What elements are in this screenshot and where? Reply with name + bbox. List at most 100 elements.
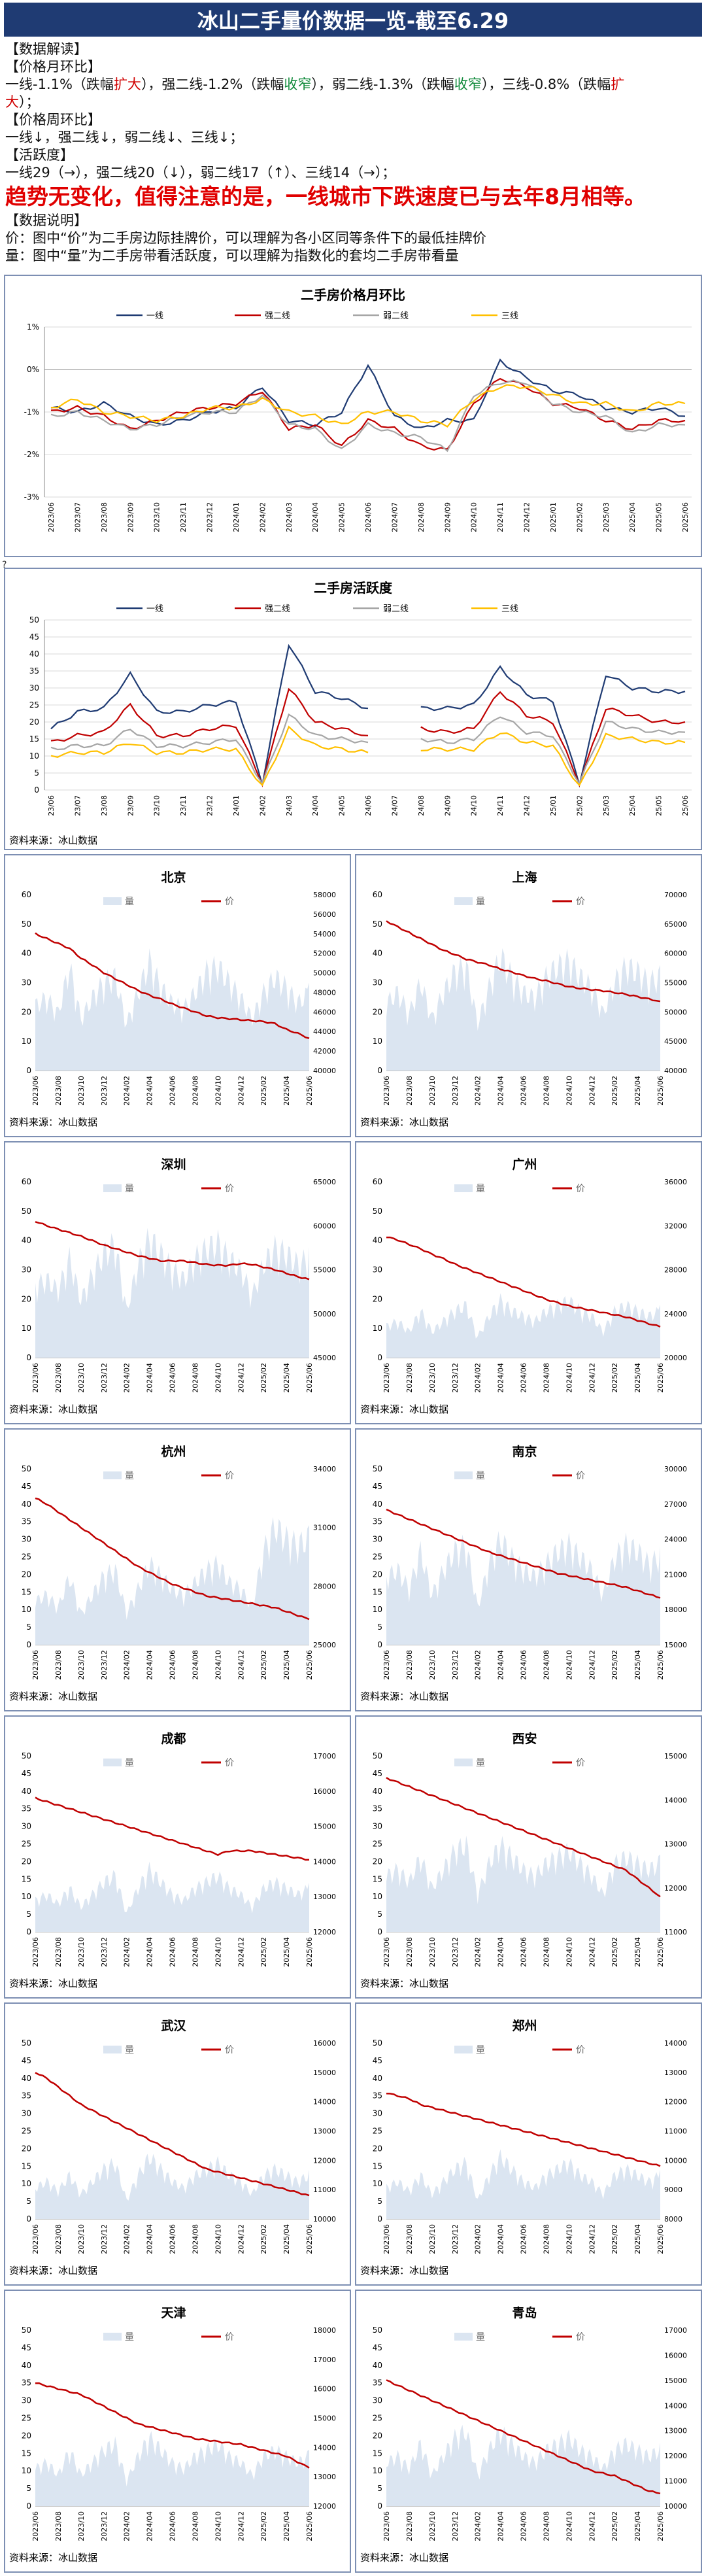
x-tick-label: 23/10 [153, 795, 161, 816]
x-tick-label: 2023/08 [405, 1650, 414, 1680]
y-tick-label: 25 [29, 700, 39, 710]
legend-volume-swatch [103, 1471, 122, 1479]
y1-tick-label: 20 [22, 1570, 31, 1579]
x-tick-label: 2024/06 [169, 2511, 177, 2541]
price-mom-weak2-tag: 收窄 [454, 77, 482, 92]
y1-tick-label: 45 [373, 2056, 382, 2065]
y1-tick-label: 20 [22, 1857, 31, 1866]
x-tick-label: 2024/10 [565, 1650, 573, 1680]
y1-tick-label: 50 [373, 1207, 382, 1216]
y1-tick-label: 50 [22, 1751, 31, 1760]
y2-tick-label: 45000 [664, 1037, 687, 1046]
x-tick-label: 2024/08 [542, 1363, 550, 1393]
y1-tick-label: 30 [22, 1822, 31, 1831]
x-tick-label: 2024/10 [214, 1076, 222, 1106]
y1-tick-label: 5 [377, 1623, 382, 1632]
y2-tick-label: 15000 [664, 1752, 687, 1760]
x-tick-label: 2024/04 [146, 1937, 154, 1967]
y2-tick-label: 60000 [313, 1222, 336, 1230]
x-tick-label: 2025/02 [611, 2224, 619, 2254]
x-tick-label: 2025/06 [305, 1650, 314, 1680]
x-tick-label: 2024/06 [520, 1076, 528, 1106]
y1-tick-label: 50 [373, 919, 382, 929]
y1-tick-label: 50 [373, 1464, 382, 1473]
y2-tick-label: 15000 [313, 2414, 336, 2423]
x-tick-label: 2024/02 [474, 2511, 482, 2541]
y1-tick-label: 0 [377, 1640, 382, 1649]
city-panel-qingdao: 青岛量 价 0 5 10 15 20 25 30 35 40 45 50 10000 11000 12000 1… [355, 2290, 702, 2573]
x-tick-label: 2025/04 [633, 1076, 642, 1106]
x-tick-label: 2024/06 [520, 2224, 528, 2254]
x-tick-label: 23/06 [47, 795, 56, 816]
legend-label: 弱二线 [383, 311, 409, 321]
x-tick-label: 2023/08 [54, 2511, 63, 2541]
x-tick-label: 2023/12 [100, 2511, 109, 2541]
x-tick-label: 2023/12 [451, 1076, 460, 1106]
y2-tick-label: 8000 [664, 2215, 682, 2224]
y1-tick-label: 15 [22, 2161, 31, 2171]
y1-tick-label: 50 [22, 2326, 31, 2335]
y2-tick-label: 14000 [313, 2098, 336, 2106]
y1-tick-label: 20 [373, 1857, 382, 1866]
x-tick-label: 2025/06 [656, 1076, 665, 1106]
y1-tick-label: 30 [373, 1265, 382, 1275]
x-tick-label: 2023/08 [405, 1076, 414, 1106]
x-tick-label: 24/03 [285, 795, 294, 816]
x-tick-label: 2023/06 [382, 2511, 391, 2541]
y2-tick-label: 50000 [664, 1008, 687, 1016]
y1-tick-label: 15 [373, 1587, 382, 1596]
x-tick-label: 2023/08 [54, 1650, 63, 1680]
legend-volume-swatch [454, 897, 473, 905]
volume-area [35, 1228, 309, 1358]
source-label: 资料来源：冰山数据 [360, 2265, 448, 2276]
x-tick-label: 2024/10 [214, 1937, 222, 1967]
y1-tick-label: 20 [373, 2431, 382, 2440]
x-tick-label: 2025/02 [260, 2224, 268, 2254]
x-tick-label: 2023/10 [77, 2511, 86, 2541]
y1-tick-label: 25 [373, 1553, 382, 1562]
y1-tick-label: 10 [22, 1605, 31, 1614]
y-tick-label: 45 [29, 632, 39, 642]
legend-price-label: 价 [225, 1184, 234, 1194]
x-tick-label: 2024/06 [520, 2511, 528, 2541]
x-tick-label: 24/05 [338, 795, 346, 816]
y2-tick-label: 10000 [313, 2215, 336, 2224]
y1-tick-label: 25 [373, 2414, 382, 2423]
legend-volume-label: 量 [476, 2045, 485, 2055]
y2-tick-label: 21000 [664, 1570, 687, 1579]
x-tick-label: 2024/05 [338, 502, 346, 532]
chart-svg: 西安量 价 0 5 10 15 20 25 30 35 40 45 50 11000 12000 13000 1… [360, 1731, 687, 1989]
x-tick-label: 2025/02 [260, 2511, 268, 2541]
y1-tick-label: 20 [22, 1294, 31, 1303]
y2-tick-label: 55000 [664, 979, 687, 987]
y1-tick-label: 40 [373, 2074, 382, 2083]
volume-area [386, 2149, 660, 2219]
price-mom-strong2: ），强二线-1.2%（跌幅 [141, 77, 284, 92]
y2-tick-label: 50000 [313, 1310, 336, 1318]
chart-svg: 广州量 价 0 10 20 30 40 50 60 20000 24000 28000 32000 360… [360, 1157, 687, 1415]
source-label: 资料来源：冰山数据 [9, 2552, 97, 2564]
y2-tick-label: 17000 [313, 1752, 336, 1760]
x-tick-label: 2025/04 [633, 1650, 642, 1680]
y2-tick-label: 12000 [664, 2452, 687, 2460]
y1-tick-label: 40 [373, 2361, 382, 2370]
source-label: 资料来源：冰山数据 [360, 1403, 448, 1415]
y1-tick-label: 5 [377, 2484, 382, 2493]
y1-tick-label: 30 [373, 2396, 382, 2405]
y2-tick-label: 11000 [664, 1928, 687, 1936]
x-tick-label: 2023/12 [100, 1650, 109, 1680]
x-tick-label: 2025/02 [611, 2511, 619, 2541]
legend-volume-label: 量 [476, 1471, 485, 1481]
legend-price-label: 价 [576, 897, 585, 907]
legend-volume-swatch [103, 2046, 122, 2053]
y2-tick-label: 16000 [313, 2385, 336, 2394]
y2-tick-label: 13000 [664, 2069, 687, 2077]
x-tick-label: 2024/12 [237, 1363, 245, 1393]
y2-tick-label: 16000 [313, 1787, 336, 1796]
legend-volume-swatch [454, 1759, 473, 1766]
x-tick-label: 2023/10 [77, 1650, 86, 1680]
y1-tick-label: 10 [22, 1037, 31, 1046]
x-tick-label: 2024/01 [232, 502, 241, 532]
legend-volume-label: 量 [125, 1184, 134, 1194]
